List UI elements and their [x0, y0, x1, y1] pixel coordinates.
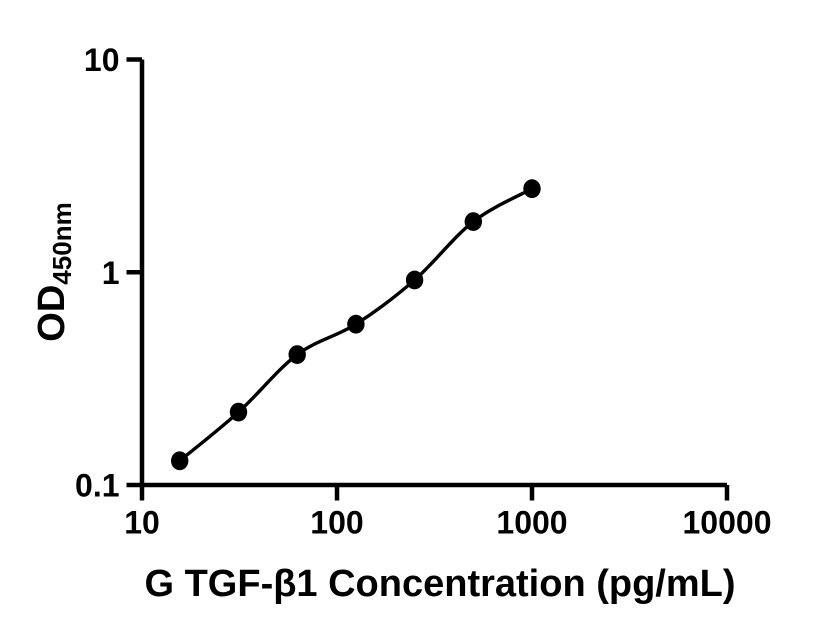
x-tick-label: 10000	[683, 505, 772, 541]
plot-series	[171, 179, 541, 471]
data-point	[229, 402, 248, 422]
data-point	[347, 314, 365, 334]
x-tick-label: 1000	[496, 505, 567, 541]
x-tick-label: 10	[124, 505, 160, 541]
data-point	[171, 451, 189, 471]
y-axis-title-text: OD450nm	[31, 202, 77, 341]
y-axis-title: OD450nm	[31, 202, 77, 341]
data-point	[523, 179, 541, 199]
data-point	[464, 212, 482, 232]
y-tick-label: 0.1	[75, 468, 119, 504]
data-point	[405, 270, 424, 290]
y-tick-label: 1	[102, 255, 120, 291]
x-axis-title: G TGF-β1 Concentration (pg/mL)	[144, 563, 735, 605]
axes: 0.1 1 10 10 100 1000 10000	[75, 42, 771, 541]
y-tick-label: 10	[84, 42, 120, 78]
x-tick-label: 100	[310, 505, 363, 541]
data-point	[288, 345, 306, 364]
